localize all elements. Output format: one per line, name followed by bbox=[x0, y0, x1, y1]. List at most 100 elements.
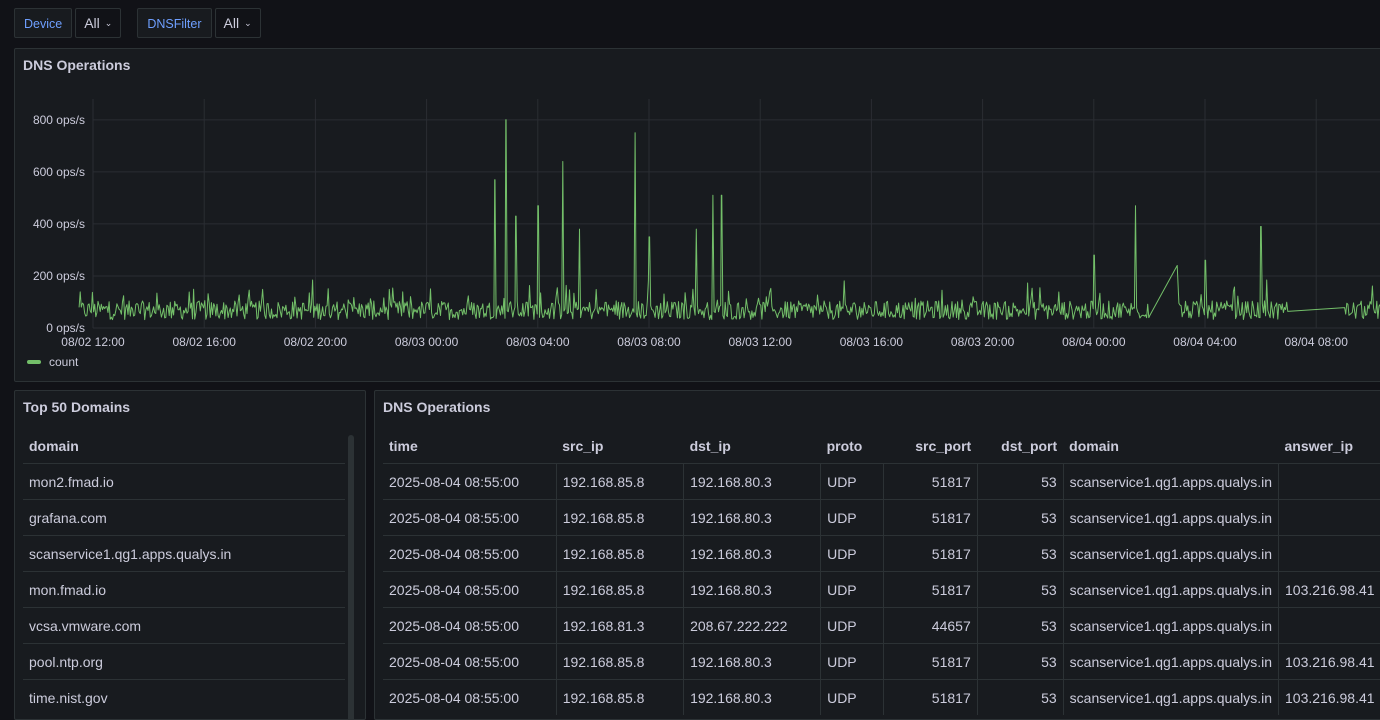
column-header-time[interactable]: time bbox=[389, 438, 418, 454]
table-row[interactable]: 2025-08-04 08:55:00 192.168.85.8 192.168.8… bbox=[383, 535, 1380, 572]
domain-cell: pool.ntp.org bbox=[23, 643, 345, 680]
answer-ip-cell: 103.216.98.41 bbox=[1278, 643, 1380, 680]
column-header-domain[interactable]: domain bbox=[29, 438, 79, 454]
src-port-cell: 51817 bbox=[883, 679, 978, 715]
table-row[interactable]: 2025-08-04 08:55:00 192.168.85.8 192.168.8… bbox=[383, 499, 1380, 536]
dns-operations-chart-panel: DNS Operations 0 ops/s 200 ops/s 400 ops/s… bbox=[14, 48, 1380, 382]
chart-legend: count bbox=[27, 355, 78, 369]
dst-ip-cell: 192.168.80.3 bbox=[683, 571, 822, 608]
x-tick-label: 08/03 04:00 bbox=[506, 335, 570, 349]
src-port-cell: 51817 bbox=[883, 499, 978, 536]
domain-cell: time.nist.gov bbox=[23, 679, 345, 715]
time-cell: 2025-08-04 08:55:00 bbox=[383, 535, 557, 572]
time-cell: 2025-08-04 08:55:00 bbox=[383, 679, 557, 715]
dst-port-cell: 53 bbox=[977, 643, 1064, 680]
table-row[interactable]: vcsa.vmware.com bbox=[23, 607, 345, 644]
dst-port-cell: 53 bbox=[977, 679, 1064, 715]
dns-operations-table: time src_ip dst_ip proto src_port dst_port dom… bbox=[383, 429, 1380, 715]
y-tick-label: 400 ops/s bbox=[33, 217, 85, 231]
device-select-value: All bbox=[84, 15, 100, 31]
variable-label-dnsfilter: DNSFilter bbox=[137, 8, 212, 38]
src-ip-cell: 192.168.85.8 bbox=[556, 571, 685, 608]
src-port-cell: 51817 bbox=[883, 463, 978, 500]
time-cell: 2025-08-04 08:55:00 bbox=[383, 643, 557, 680]
device-select[interactable]: All ⌄ bbox=[75, 8, 122, 38]
variables-bar: Device All ⌄ DNSFilter All ⌄ bbox=[14, 8, 261, 40]
ops-table-title[interactable]: DNS Operations bbox=[383, 399, 491, 415]
column-header-dst-ip[interactable]: dst_ip bbox=[689, 438, 731, 454]
table-row[interactable]: 2025-08-04 08:55:00 192.168.81.3 208.67.22… bbox=[383, 607, 1380, 644]
column-header-dst-port[interactable]: dst_port bbox=[1001, 438, 1058, 454]
dns-operations-chart[interactable]: 0 ops/s 200 ops/s 400 ops/s 600 ops/s 800 op… bbox=[15, 89, 1380, 382]
proto-cell: UDP bbox=[820, 535, 884, 572]
y-tick-label: 800 ops/s bbox=[33, 113, 85, 127]
dst-ip-cell: 208.67.222.222 bbox=[683, 607, 822, 644]
table-row[interactable]: 2025-08-04 08:55:00 192.168.85.8 192.168.8… bbox=[383, 643, 1380, 680]
chevron-down-icon: ⌄ bbox=[104, 18, 113, 28]
x-tick-label: 08/03 08:00 bbox=[617, 335, 681, 349]
dst-port-cell: 53 bbox=[977, 535, 1064, 572]
x-tick-label: 08/03 20:00 bbox=[951, 335, 1015, 349]
column-header-src-ip[interactable]: src_ip bbox=[562, 438, 604, 454]
answer-ip-cell bbox=[1278, 499, 1380, 536]
table-row[interactable]: pool.ntp.org bbox=[23, 643, 345, 680]
src-ip-cell: 192.168.85.8 bbox=[556, 535, 685, 572]
domain-cell: scanservice1.qg1.apps.qualys.in bbox=[1063, 607, 1280, 644]
dnsfilter-select-value: All bbox=[223, 15, 240, 31]
dst-ip-cell: 192.168.80.3 bbox=[683, 643, 822, 680]
table-row[interactable]: 2025-08-04 08:55:00 192.168.85.8 192.168.8… bbox=[383, 571, 1380, 608]
legend-swatch bbox=[27, 360, 41, 364]
src-ip-cell: 192.168.85.8 bbox=[556, 643, 685, 680]
src-port-cell: 51817 bbox=[883, 571, 978, 608]
domain-cell: scanservice1.qg1.apps.qualys.in bbox=[23, 535, 345, 572]
legend-label-count[interactable]: count bbox=[49, 355, 79, 369]
table-row[interactable]: mon.fmad.io bbox=[23, 571, 345, 608]
column-header-answer-ip[interactable]: answer_ip bbox=[1284, 438, 1353, 454]
x-tick-label: 08/04 00:00 bbox=[1062, 335, 1126, 349]
column-header-proto[interactable]: proto bbox=[826, 438, 863, 454]
table-row[interactable]: time.nist.gov bbox=[23, 679, 345, 715]
time-cell: 2025-08-04 08:55:00 bbox=[383, 499, 557, 536]
dnsfilter-select[interactable]: All ⌄ bbox=[214, 8, 261, 38]
domain-cell: grafana.com bbox=[23, 499, 345, 536]
dst-ip-cell: 192.168.80.3 bbox=[683, 535, 822, 572]
x-tick-label: 08/04 08:00 bbox=[1284, 335, 1348, 349]
table-row[interactable]: scanservice1.qg1.apps.qualys.in bbox=[23, 535, 345, 572]
answer-ip-cell bbox=[1278, 607, 1380, 644]
proto-cell: UDP bbox=[820, 679, 884, 715]
x-tick-label: 08/03 16:00 bbox=[840, 335, 904, 349]
table-row[interactable]: mon2.fmad.io bbox=[23, 463, 345, 500]
domain-cell: mon.fmad.io bbox=[23, 571, 345, 608]
column-header-domain[interactable]: domain bbox=[1069, 438, 1119, 454]
variable-label-device: Device bbox=[14, 8, 73, 38]
x-tick-label: 08/02 12:00 bbox=[61, 335, 125, 349]
x-tick-label: 08/02 16:00 bbox=[172, 335, 236, 349]
src-ip-cell: 192.168.81.3 bbox=[556, 607, 685, 644]
domain-cell: mon2.fmad.io bbox=[23, 463, 345, 500]
proto-cell: UDP bbox=[820, 463, 884, 500]
table-row[interactable]: 2025-08-04 08:55:00 192.168.85.8 192.168.8… bbox=[383, 679, 1380, 715]
top-domains-table: domain mon2.fmad.io grafana.com scanservic… bbox=[23, 429, 345, 715]
src-ip-cell: 192.168.85.8 bbox=[556, 499, 685, 536]
chart-panel-title[interactable]: DNS Operations bbox=[23, 57, 131, 73]
top-domains-scrollbar[interactable] bbox=[348, 435, 354, 719]
domain-cell: scanservice1.qg1.apps.qualys.in bbox=[1063, 535, 1280, 572]
y-tick-label: 600 ops/s bbox=[33, 165, 85, 179]
x-tick-label: 08/04 04:00 bbox=[1173, 335, 1237, 349]
answer-ip-cell: 103.216.98.41 bbox=[1278, 571, 1380, 608]
src-ip-cell: 192.168.85.8 bbox=[556, 463, 685, 500]
series-count-line[interactable] bbox=[78, 119, 1380, 321]
domain-cell: scanservice1.qg1.apps.qualys.in bbox=[1063, 679, 1280, 715]
top-domains-panel: Top 50 Domains domain mon2.fmad.io grafan… bbox=[14, 390, 366, 720]
top-domains-title[interactable]: Top 50 Domains bbox=[23, 399, 131, 415]
src-port-cell: 51817 bbox=[883, 535, 978, 572]
x-tick-label: 08/03 12:00 bbox=[728, 335, 792, 349]
table-row[interactable]: grafana.com bbox=[23, 499, 345, 536]
domain-cell: scanservice1.qg1.apps.qualys.in bbox=[1063, 571, 1280, 608]
domain-cell: scanservice1.qg1.apps.qualys.in bbox=[1063, 643, 1280, 680]
answer-ip-cell bbox=[1278, 535, 1380, 572]
column-header-src-port[interactable]: src_port bbox=[915, 438, 972, 454]
dst-port-cell: 53 bbox=[977, 463, 1064, 500]
table-row[interactable]: 2025-08-04 08:55:00 192.168.85.8 192.168.8… bbox=[383, 463, 1380, 500]
dst-ip-cell: 192.168.80.3 bbox=[683, 463, 822, 500]
